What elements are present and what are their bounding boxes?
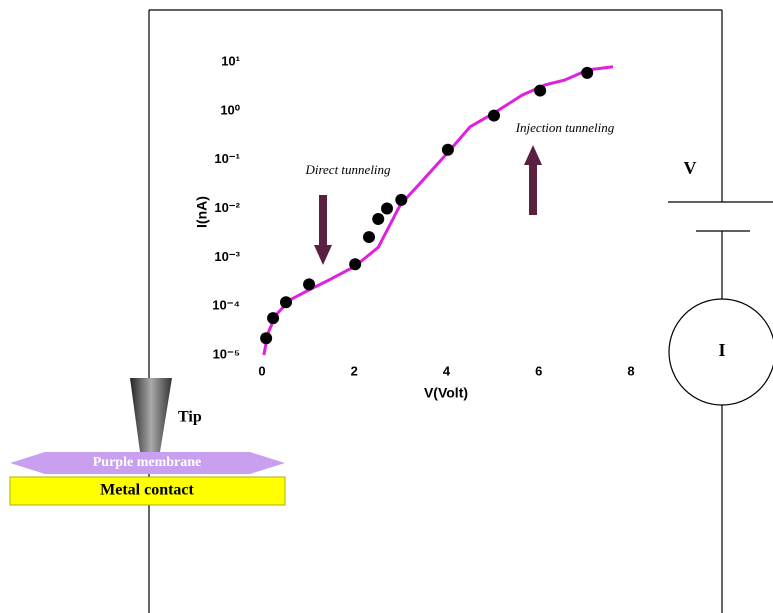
annotation: Direct tunneling	[304, 162, 391, 177]
y-tick-label: 10⁻²	[214, 200, 240, 215]
y-tick-label: 10⁰	[220, 102, 240, 117]
data-point	[395, 194, 407, 206]
current-label: I	[718, 340, 725, 360]
data-point	[280, 296, 292, 308]
data-point	[581, 67, 593, 79]
page: V I Tip Purple membrane Metal contact V(…	[0, 0, 773, 613]
membrane-label: Purple membrane	[93, 455, 201, 470]
data-point	[267, 312, 279, 324]
y-tick-label: 10¹	[221, 53, 240, 68]
data-point	[303, 278, 315, 290]
tip	[130, 378, 172, 452]
data-point	[372, 213, 384, 225]
data-point	[442, 144, 454, 156]
x-tick-label: 0	[258, 363, 265, 378]
x-tick-label: 6	[535, 363, 542, 378]
y-tick-label: 10⁻⁴	[212, 298, 240, 313]
data-point	[488, 110, 500, 122]
annotation: Injection tunneling	[515, 120, 615, 135]
x-tick-label: 2	[351, 363, 358, 378]
y-tick-label: 10⁻⁵	[213, 346, 240, 361]
contact-label: Metal contact	[100, 482, 194, 499]
data-point	[349, 258, 361, 270]
tip-label: Tip	[178, 409, 202, 426]
figure: V I Tip Purple membrane Metal contact V(…	[0, 0, 773, 613]
y-tick-label: 10⁻¹	[214, 151, 240, 166]
y-axis-label: I(nA)	[194, 196, 210, 228]
y-tick-label: 10⁻³	[214, 249, 240, 264]
data-point	[534, 85, 546, 97]
x-axis-label: V(Volt)	[424, 385, 468, 401]
data-point	[381, 203, 393, 215]
voltage-label: V	[684, 158, 697, 178]
data-point	[363, 231, 375, 243]
x-tick-label: 4	[443, 363, 451, 378]
x-tick-label: 8	[627, 363, 634, 378]
data-point	[260, 332, 272, 344]
